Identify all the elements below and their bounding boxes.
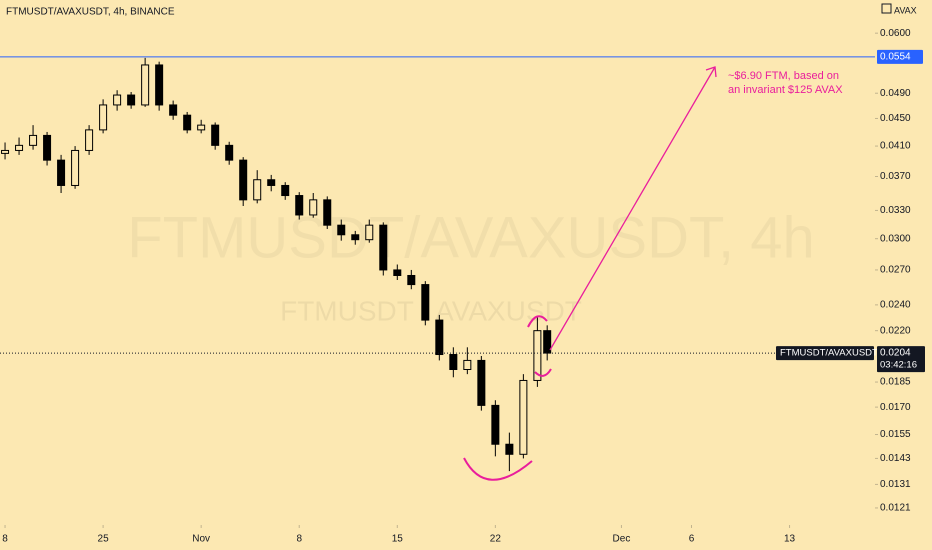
symbol-tag: FTMUSDT/AVAXUSDT bbox=[780, 348, 878, 359]
candle-body bbox=[85, 129, 94, 151]
level-label: 0.0554 bbox=[880, 51, 911, 62]
watermark-sub: FTMUSDT / AVAXUSDT bbox=[280, 295, 582, 326]
y-tick-label: 0.0270 bbox=[880, 265, 911, 276]
candle-body bbox=[477, 359, 486, 406]
candle-body bbox=[337, 224, 346, 236]
projection-arrow bbox=[549, 66, 716, 351]
candle-body bbox=[43, 134, 52, 161]
y-tick-label: 0.0330 bbox=[880, 205, 911, 216]
candle-body bbox=[379, 224, 388, 271]
y-tick-label: 0.0220 bbox=[880, 325, 911, 336]
x-tick-label: 8 bbox=[296, 534, 302, 545]
candle-body bbox=[309, 199, 318, 216]
candle-body bbox=[463, 359, 472, 370]
candle-body bbox=[491, 404, 500, 445]
candle-body bbox=[365, 224, 374, 241]
y-tick-label: 0.0450 bbox=[880, 113, 911, 124]
currency-box[interactable] bbox=[881, 3, 892, 14]
symbol-tag-box bbox=[776, 346, 874, 361]
countdown: 03:42:16 bbox=[880, 360, 917, 371]
candle-body bbox=[407, 274, 416, 286]
candle-body bbox=[29, 134, 38, 146]
candle-body bbox=[393, 269, 402, 276]
candle-body bbox=[225, 144, 234, 161]
bowl-arc bbox=[463, 457, 533, 481]
y-tick-label: 0.0410 bbox=[880, 141, 911, 152]
candle-body bbox=[421, 284, 430, 321]
candle-body bbox=[57, 159, 66, 186]
candle-body bbox=[141, 64, 150, 106]
candle-body bbox=[113, 94, 122, 106]
y-tick-label: 0.0300 bbox=[880, 233, 911, 244]
currency[interactable]: AVAX bbox=[894, 5, 917, 15]
candle-body bbox=[183, 114, 192, 131]
candle-body bbox=[435, 319, 444, 356]
candle-body bbox=[543, 330, 552, 354]
y-tick-label: 0.0600 bbox=[880, 28, 911, 39]
candle-body bbox=[281, 184, 290, 197]
candle-body bbox=[351, 234, 360, 241]
x-tick-label: 15 bbox=[392, 534, 404, 545]
candle-body bbox=[1, 149, 10, 154]
candle-body bbox=[267, 179, 276, 186]
arrow-head bbox=[705, 66, 717, 78]
candle-body bbox=[197, 124, 206, 131]
candle-body bbox=[169, 104, 178, 116]
watermark: FTMUSDT/AVAXUSDT, 4h bbox=[127, 205, 815, 270]
y-tick-label: 0.0121 bbox=[880, 503, 911, 514]
y-tick-label: 0.0490 bbox=[880, 88, 911, 99]
y-tick-label: 0.0155 bbox=[880, 429, 911, 440]
small-arc bbox=[534, 368, 552, 377]
x-tick-label: 13 bbox=[784, 534, 796, 545]
x-tick-label: 25 bbox=[98, 534, 110, 545]
top-arc bbox=[527, 315, 548, 328]
candle-body bbox=[211, 124, 220, 146]
y-tick-label: 0.0185 bbox=[880, 377, 911, 388]
y-tick-label: 0.0370 bbox=[880, 171, 911, 182]
x-tick-label: Dec bbox=[613, 534, 631, 545]
y-tick-label: 0.0170 bbox=[880, 402, 911, 413]
candle-body bbox=[295, 195, 304, 216]
candle-body bbox=[155, 64, 164, 106]
x-tick-label: 22 bbox=[490, 534, 502, 545]
candle-body bbox=[239, 159, 248, 201]
plot: 0.0600 0.0490 0.0450 0.0410 0.0370 0.0330 0.03… bbox=[1, 28, 911, 545]
y-tick-label: 0.0143 bbox=[880, 453, 911, 464]
level-label-box bbox=[877, 49, 923, 64]
y-tick-label: 0.0131 bbox=[880, 479, 911, 490]
symbol-header: FTMUSDT/AVAXUSDT, 4h, BINANCE bbox=[6, 7, 175, 18]
candle-body bbox=[519, 379, 528, 455]
candle-body bbox=[99, 104, 108, 131]
candle-body bbox=[505, 443, 514, 455]
candle-body bbox=[449, 354, 458, 370]
candle-body bbox=[533, 330, 542, 381]
y-tick-label: 0.0240 bbox=[880, 300, 911, 311]
annotation-line: an invariant $125 AVAX bbox=[728, 84, 843, 96]
x-tick-label: 6 bbox=[689, 534, 695, 545]
candle-body bbox=[253, 179, 262, 201]
price-label: 0.0204 bbox=[880, 348, 911, 359]
candle-body bbox=[15, 144, 24, 151]
candle-body bbox=[323, 199, 332, 226]
x-tick-label: Nov bbox=[192, 534, 210, 545]
price-label-box bbox=[877, 346, 925, 373]
x-tick-label: 8 bbox=[2, 534, 8, 545]
candle-body bbox=[71, 149, 80, 186]
annotation-line: ~$6.90 FTM, based on bbox=[728, 70, 839, 82]
candle-body bbox=[127, 94, 136, 106]
